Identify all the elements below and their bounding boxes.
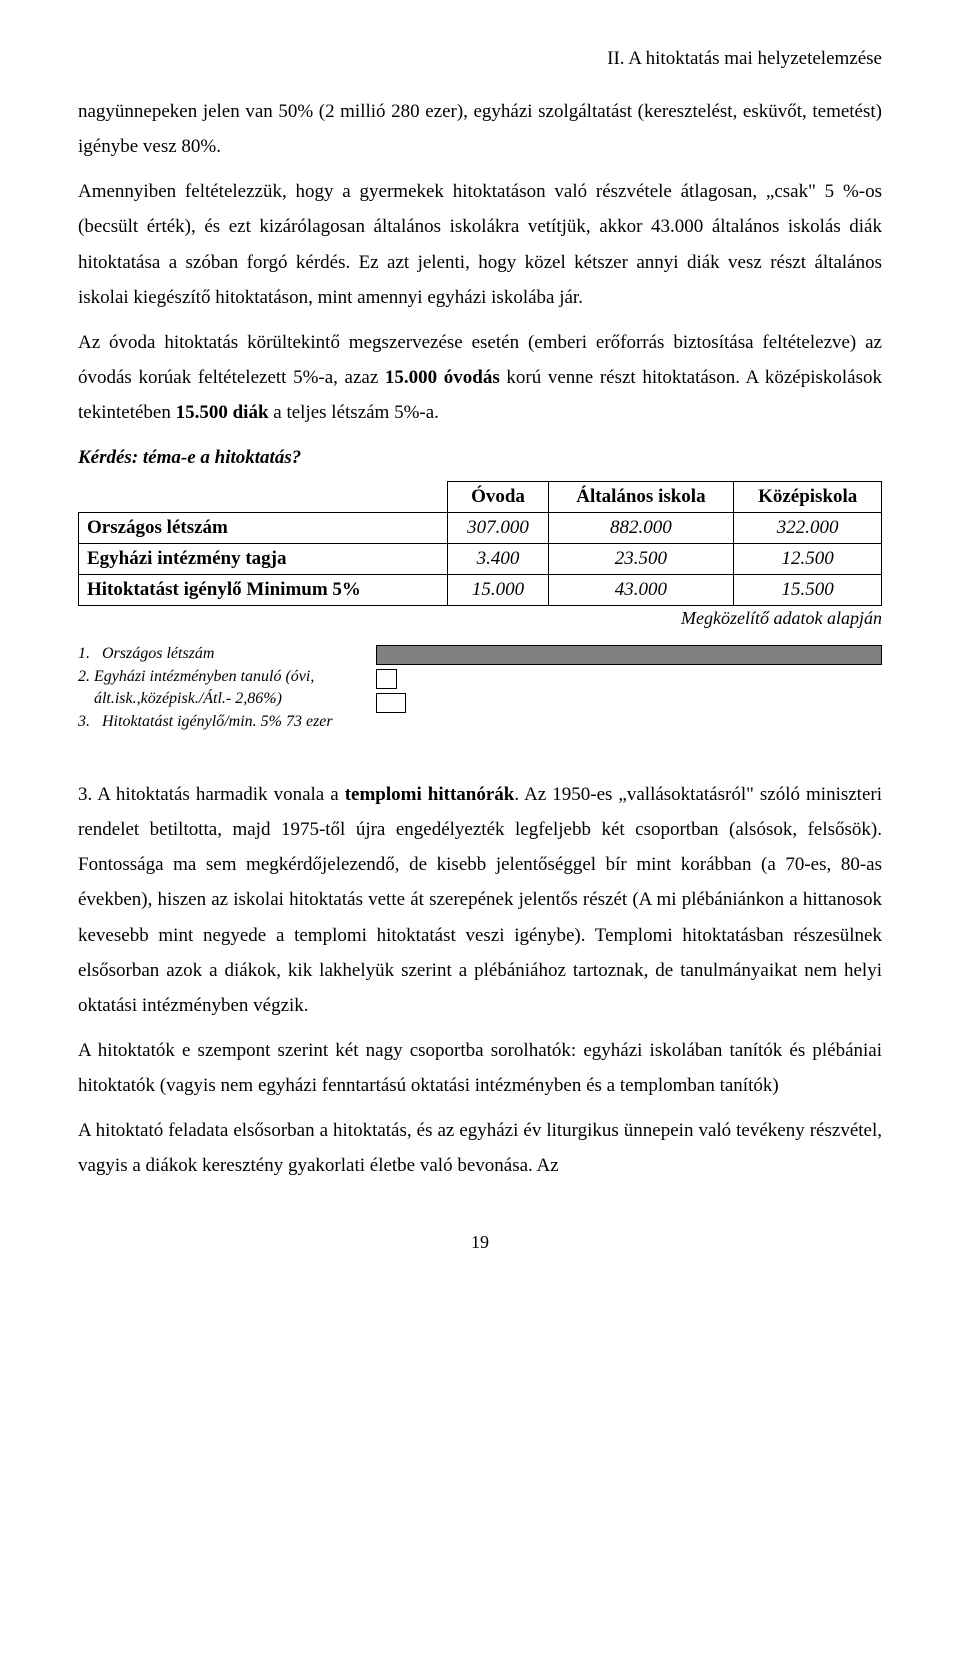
paragraph-1: nagyünnepeken jelen van 50% (2 millió 28… (78, 94, 882, 164)
bar-row (376, 669, 882, 689)
row-label: Országos létszám (79, 513, 448, 544)
table-row: Országos létszám 307.000 882.000 322.000 (79, 513, 882, 544)
legend-text: Országos létszám (102, 643, 214, 665)
legend-row: 3. Hitoktatást igénylő/min. 5% 73 ezer (78, 711, 368, 733)
table-cell: 43.000 (548, 575, 734, 606)
bold-span: 15.000 óvodás (385, 367, 500, 388)
paragraph-5: A hitoktatók e szempont szerint két nagy… (78, 1033, 882, 1103)
table-cell: 882.000 (548, 513, 734, 544)
table-cell: 3.400 (448, 544, 548, 575)
paragraph-2: Amennyiben feltételezzük, hogy a gyermek… (78, 174, 882, 315)
page-number: 19 (78, 1232, 882, 1253)
bold-span: 15.500 diák (176, 402, 269, 423)
table-header: Óvoda (448, 482, 548, 513)
bar-1 (376, 645, 882, 665)
bold-span: templomi hittanórák (345, 784, 515, 805)
text-span: 3. A hitoktatás harmadik vonala a (78, 784, 345, 805)
table-cell: 307.000 (448, 513, 548, 544)
table-row: Hitoktatást igénylő Minimum 5% 15.000 43… (79, 575, 882, 606)
bar-row (376, 645, 882, 665)
body-text: nagyünnepeken jelen van 50% (2 millió 28… (78, 94, 882, 475)
legend-text: Egyházi intézményben tanuló (óvi, ált.is… (94, 666, 368, 711)
legend-row: 2. Egyházi intézményben tanuló (óvi, ált… (78, 666, 368, 711)
text-span: a teljes létszám 5%-a. (269, 402, 439, 423)
legend-num: 3. (78, 711, 102, 733)
text-span: . Az 1950-es „vallásoktatásról" szóló mi… (78, 784, 882, 1016)
body-text-lower: 3. A hitoktatás harmadik vonala a templo… (78, 777, 882, 1184)
chart-legend: 1. Országos létszám 2. Egyházi intézmény… (78, 643, 368, 733)
legend-text: Hitoktatást igénylő/min. 5% 73 ezer (102, 711, 333, 733)
legend-num: 2. (78, 666, 94, 711)
table-row: Egyházi intézmény tagja 3.400 23.500 12.… (79, 544, 882, 575)
table-note: Megközelítő adatok alapján (78, 608, 882, 629)
section-header: II. A hitoktatás mai helyzetelemzése (78, 48, 882, 70)
table-cell: 12.500 (734, 544, 882, 575)
table-header: Középiskola (734, 482, 882, 513)
legend-num: 1. (78, 643, 102, 665)
legend-row: 1. Országos létszám (78, 643, 368, 665)
row-label: Hitoktatást igénylő Minimum 5% (79, 575, 448, 606)
table-header: Általános iskola (548, 482, 734, 513)
page-container: II. A hitoktatás mai helyzetelemzése nag… (0, 0, 960, 1293)
row-label: Egyházi intézmény tagja (79, 544, 448, 575)
bar-2 (376, 669, 397, 689)
chart-bars (376, 643, 882, 717)
table-header-empty (79, 482, 448, 513)
paragraph-6: A hitoktató feladata elsősorban a hitokt… (78, 1113, 882, 1183)
table-header-row: Óvoda Általános iskola Középiskola (79, 482, 882, 513)
table-cell: 15.000 (448, 575, 548, 606)
table-cell: 322.000 (734, 513, 882, 544)
bar-row (376, 693, 882, 713)
bar-3 (376, 693, 406, 713)
data-table: Óvoda Általános iskola Középiskola Orszá… (78, 481, 882, 606)
table-cell: 23.500 (548, 544, 734, 575)
paragraph-4: 3. A hitoktatás harmadik vonala a templo… (78, 777, 882, 1023)
paragraph-3: Az óvoda hitoktatás körültekintő megszer… (78, 325, 882, 430)
table-cell: 15.500 (734, 575, 882, 606)
question-line: Kérdés: téma-e a hitoktatás? (78, 440, 882, 475)
chart-block: 1. Országos létszám 2. Egyházi intézmény… (78, 643, 882, 733)
